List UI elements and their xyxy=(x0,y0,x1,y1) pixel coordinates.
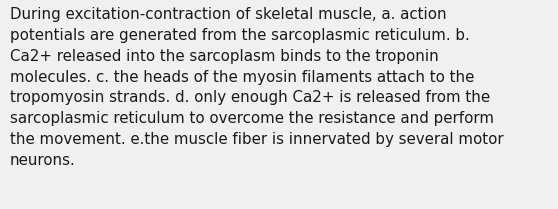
Text: During excitation-contraction of skeletal muscle, a. action
potentials are gener: During excitation-contraction of skeleta… xyxy=(10,7,504,168)
